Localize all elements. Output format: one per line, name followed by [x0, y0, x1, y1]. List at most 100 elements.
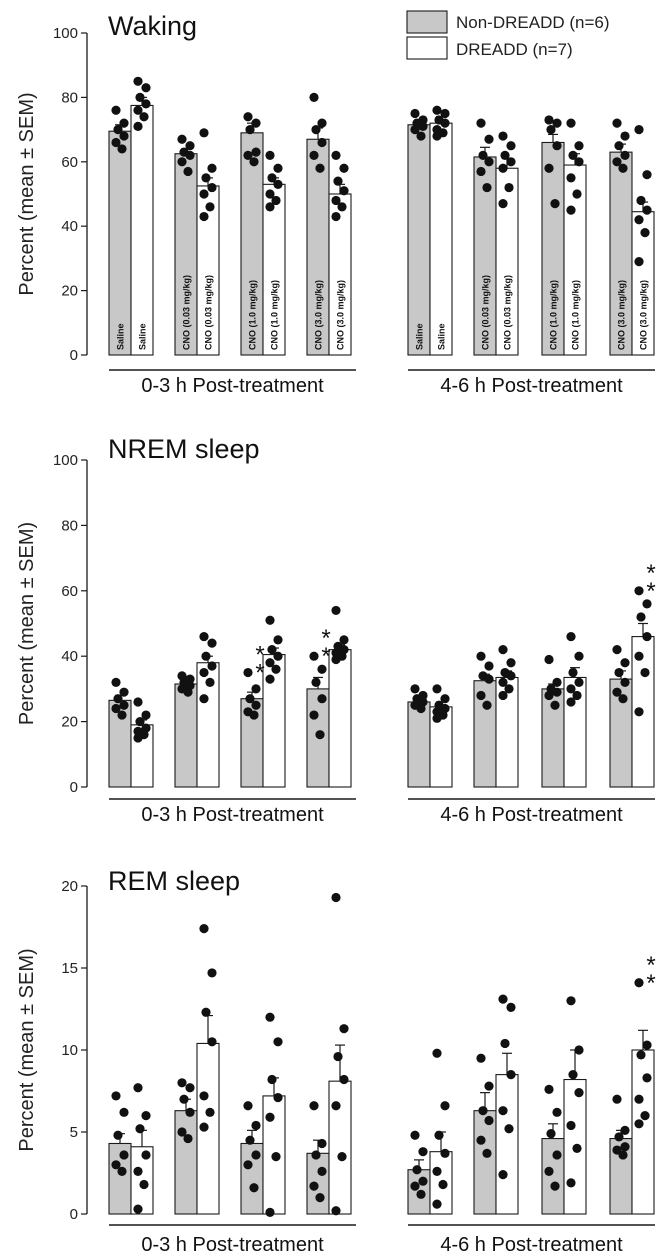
data-point-dreadd-8: [634, 1094, 644, 1104]
data-point-ctrl-6: [484, 674, 494, 684]
data-point-dreadd-2: [199, 211, 209, 222]
data-point-dreadd-3: [271, 1152, 281, 1162]
y-tick-label: 100: [53, 25, 78, 42]
group-label-1: 0-3 h Post-treatment: [141, 375, 324, 397]
data-point-dreadd-6: [498, 131, 508, 141]
data-point-ctrl-2: [183, 1133, 193, 1144]
data-point-dreadd-2: [207, 968, 217, 978]
data-point-dreadd-1: [135, 717, 145, 727]
data-point-ctrl-2: [185, 1107, 195, 1117]
data-point-ctrl-7: [552, 1107, 562, 1117]
y-tick-label: 80: [61, 517, 78, 534]
data-point-dreadd-7: [566, 205, 576, 215]
data-point-ctrl-2: [177, 134, 187, 144]
significance-marker-top: *: [321, 625, 330, 652]
bar-treatment-label: CNO (1.0 mg/kg): [248, 280, 258, 350]
data-point-ctrl-2: [183, 166, 193, 177]
data-point-dreadd-4: [333, 176, 343, 186]
bar-ctrl-1: [108, 130, 132, 356]
data-point-ctrl-2: [185, 141, 195, 151]
significance-marker-top: *: [255, 642, 264, 669]
bar-ctrl-7: [541, 1138, 565, 1215]
data-point-dreadd-3: [265, 202, 275, 212]
significance-marker-bottom: *: [646, 578, 655, 605]
data-point-ctrl-3: [251, 118, 261, 128]
data-point-ctrl-1: [111, 1160, 121, 1170]
data-point-dreadd-1: [133, 121, 143, 131]
data-point-dreadd-1: [133, 1083, 143, 1093]
data-point-ctrl-6: [484, 157, 494, 167]
data-point-dreadd-5: [432, 1048, 442, 1058]
data-point-ctrl-8: [612, 118, 622, 128]
data-point-dreadd-8: [642, 631, 652, 642]
data-point-ctrl-5: [410, 125, 420, 135]
chart-title: NREM sleep: [108, 434, 260, 464]
data-point-ctrl-1: [113, 125, 123, 135]
data-point-dreadd-3: [265, 658, 275, 668]
bar-treatment-label: CNO (0.03 mg/kg): [182, 275, 192, 350]
data-point-dreadd-2: [207, 661, 217, 671]
bar-treatment-label: CNO (3.0 mg/kg): [336, 280, 346, 350]
data-point-ctrl-4: [317, 1138, 327, 1149]
data-point-dreadd-6: [498, 645, 508, 655]
data-point-dreadd-2: [205, 202, 215, 212]
data-point-dreadd-4: [331, 150, 341, 160]
data-point-dreadd-1: [135, 92, 145, 102]
data-point-dreadd-6: [506, 1002, 516, 1012]
data-point-dreadd-4: [337, 202, 347, 212]
legend: Non-DREADD (n=6) DREADD (n=7): [406, 10, 610, 60]
data-point-dreadd-2: [207, 163, 217, 173]
data-point-dreadd-4: [333, 1051, 343, 1062]
bar-treatment-label: CNO (3.0 mg/kg): [617, 280, 627, 350]
data-point-dreadd-6: [498, 690, 508, 701]
data-point-dreadd-2: [205, 1107, 215, 1117]
data-point-dreadd-3: [265, 674, 275, 684]
data-point-ctrl-5: [418, 1147, 428, 1157]
data-point-ctrl-1: [113, 1130, 123, 1140]
data-point-dreadd-2: [199, 694, 209, 704]
bar-ctrl-5: [407, 701, 431, 788]
data-point-dreadd-7: [572, 1143, 582, 1153]
significance-marker-bottom: *: [646, 970, 655, 997]
data-point-dreadd-4: [339, 1074, 349, 1085]
data-point-dreadd-7: [574, 677, 584, 687]
data-point-ctrl-1: [111, 677, 121, 687]
data-point-dreadd-1: [141, 83, 151, 93]
data-point-dreadd-4: [331, 211, 341, 222]
data-point-dreadd-7: [568, 150, 578, 160]
data-point-ctrl-1: [117, 1166, 127, 1176]
data-point-ctrl-6: [482, 1148, 492, 1158]
data-point-dreadd-7: [572, 690, 582, 701]
bar-treatment-label: CNO (3.0 mg/kg): [639, 280, 649, 350]
bar-treatment-label: CNO (3.0 mg/kg): [314, 280, 324, 350]
data-point-dreadd-4: [331, 1206, 341, 1216]
bar-dreadd-6: [495, 1074, 519, 1215]
data-point-dreadd-4: [331, 195, 341, 206]
data-point-dreadd-7: [566, 1178, 576, 1188]
data-point-ctrl-6: [476, 166, 486, 177]
data-point-ctrl-4: [311, 125, 321, 135]
data-point-dreadd-6: [506, 157, 516, 167]
data-point-dreadd-3: [273, 635, 283, 645]
data-point-ctrl-3: [251, 684, 261, 694]
y-tick-label: 15: [61, 960, 78, 977]
bar-dreadd-1: [130, 104, 154, 356]
data-point-dreadd-8: [634, 978, 644, 988]
data-point-ctrl-4: [317, 664, 327, 674]
data-point-ctrl-1: [119, 700, 129, 710]
data-point-dreadd-3: [265, 1012, 275, 1022]
data-point-dreadd-7: [566, 631, 576, 642]
data-point-ctrl-4: [317, 1166, 327, 1176]
data-point-ctrl-6: [484, 1115, 494, 1126]
data-point-dreadd-2: [199, 924, 209, 934]
data-point-ctrl-2: [183, 687, 193, 697]
y-tick-label: 40: [61, 218, 78, 235]
data-point-ctrl-4: [317, 137, 327, 148]
legend-swatch-dreadd: [406, 36, 448, 60]
data-point-dreadd-3: [267, 645, 277, 655]
data-point-dreadd-6: [498, 994, 508, 1004]
bar-ctrl-5: [407, 124, 431, 356]
data-point-ctrl-1: [119, 1107, 129, 1117]
y-tick-label: 40: [61, 648, 78, 665]
